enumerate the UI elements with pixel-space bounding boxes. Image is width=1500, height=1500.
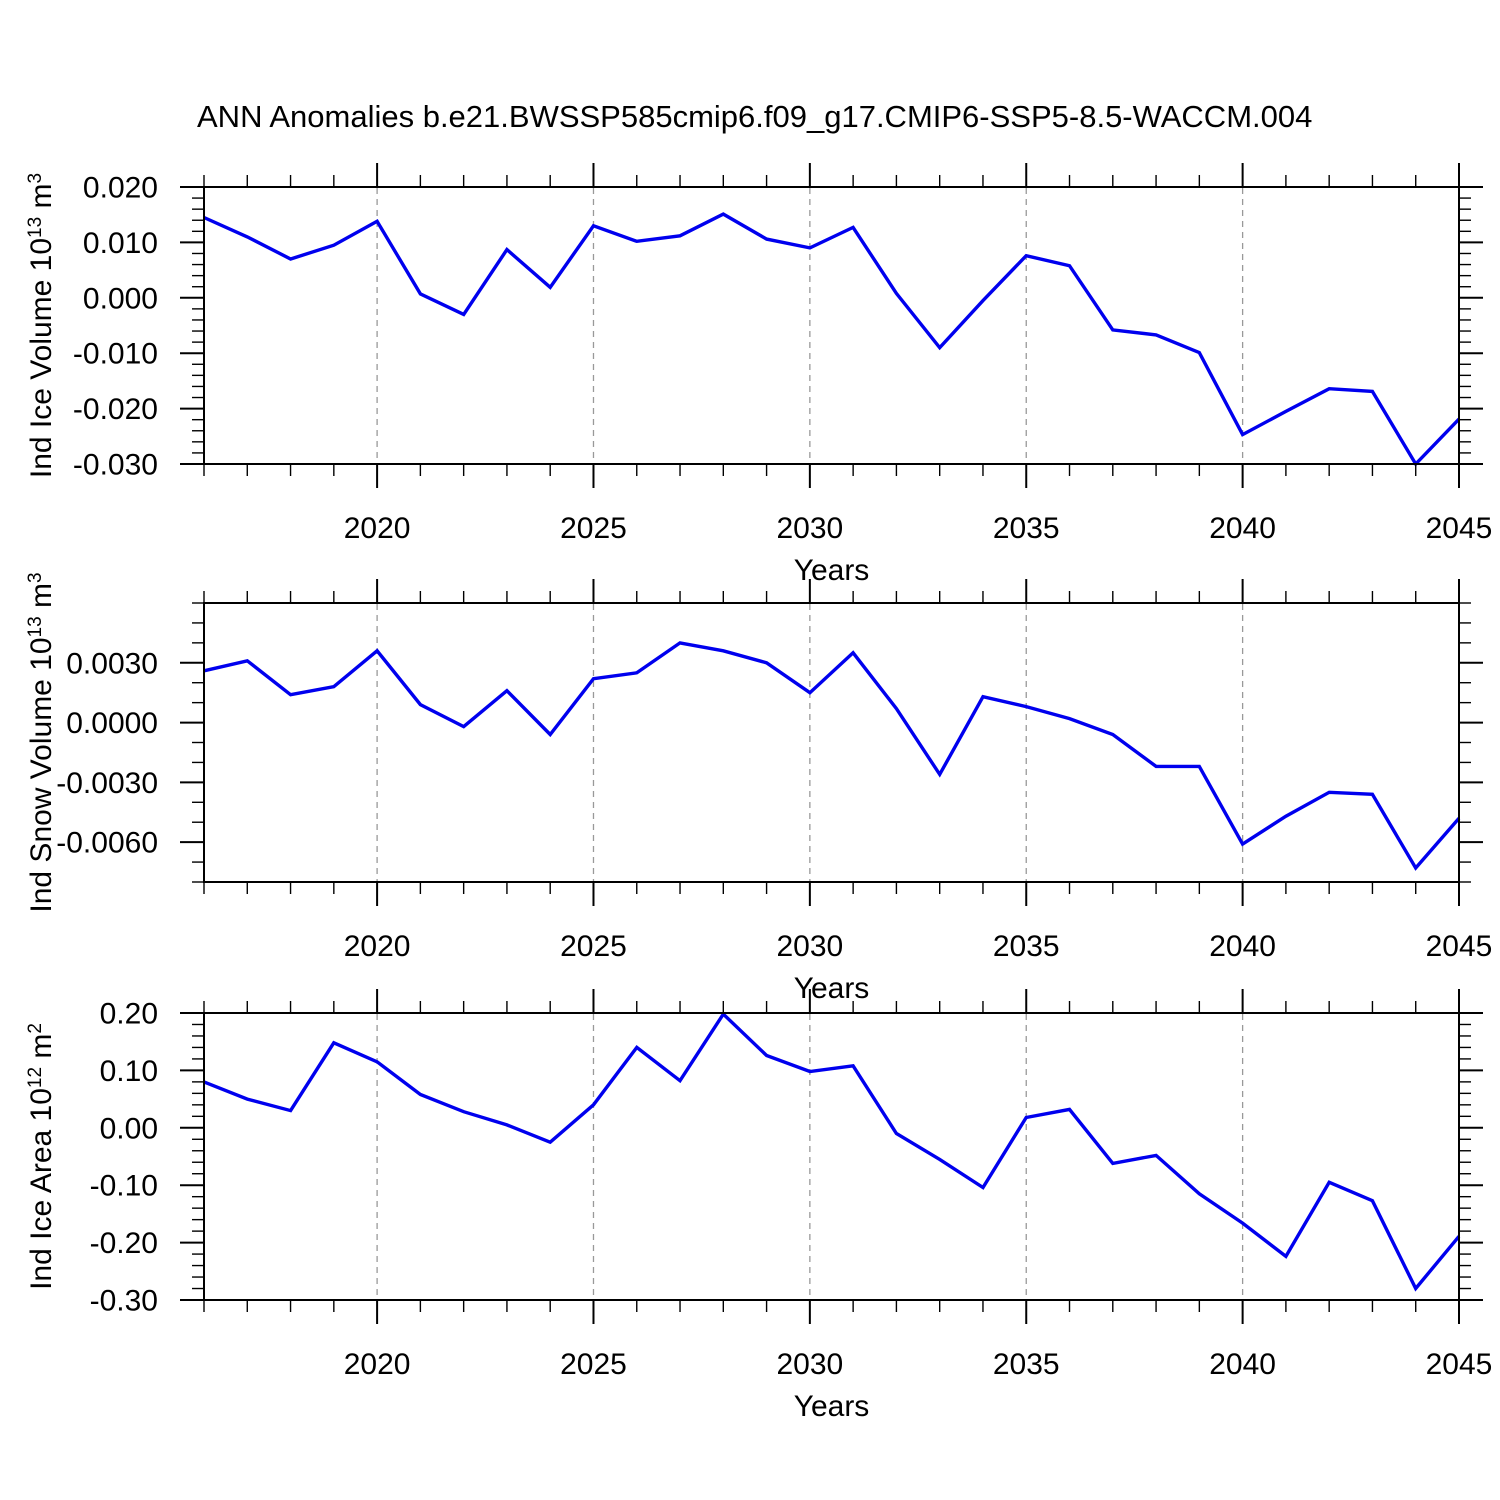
- x-tick-label: 2040: [1209, 1348, 1276, 1381]
- x-tick-label: 2030: [776, 930, 843, 963]
- y-tick-label: -0.30: [90, 1285, 158, 1318]
- y-tick-label: 0.000: [83, 282, 158, 315]
- y-tick-label: -0.20: [90, 1227, 158, 1260]
- x-tick-label: 2040: [1209, 930, 1276, 963]
- panel-1: 0.020 0.010 0.000 -0.010 -0.020 -0.030 2020 202…: [25, 163, 1492, 587]
- x-tick-label: 2035: [993, 512, 1060, 545]
- x-tick-label: 2035: [993, 930, 1060, 963]
- x-tick-label: 2020: [344, 512, 411, 545]
- data-line-1: [203, 212, 1461, 467]
- x-tick-label: 2045: [1426, 930, 1493, 963]
- panel-frame: [203, 1012, 1460, 1301]
- y-tick-label: 0.020: [83, 172, 158, 205]
- y-tick-label: 0.0000: [66, 707, 158, 740]
- x-tick-label: 2025: [560, 512, 627, 545]
- data-line-2: [203, 641, 1461, 871]
- chart-title: ANN Anomalies b.e21.BWSSP585cmip6.f09_g1…: [197, 99, 1313, 134]
- y-tick-label: -0.0060: [56, 827, 158, 860]
- y-tick-label: -0.020: [73, 393, 158, 426]
- panel-frame: [203, 186, 1460, 465]
- x-axis-title: Years: [794, 972, 870, 1005]
- y-tick-label: 0.20: [100, 998, 158, 1031]
- data-line-3: [203, 1011, 1461, 1292]
- y-tick-label: 0.010: [83, 227, 158, 260]
- x-axis-title: Years: [794, 1390, 870, 1423]
- x-tick-label: 2045: [1426, 512, 1493, 545]
- x-tick-label: 2045: [1426, 1348, 1493, 1381]
- y-tick-label: 0.10: [100, 1055, 158, 1088]
- y-tick-label: 0.00: [100, 1112, 158, 1145]
- x-tick-label: 2025: [560, 930, 627, 963]
- y-tick-label: 0.0030: [66, 647, 158, 680]
- panel-2: 0.0030 0.0000 -0.0030 -0.0060 2020 2025 2030 20…: [25, 572, 1492, 1005]
- x-tick-label: 2025: [560, 1348, 627, 1381]
- y-tick-label: -0.010: [73, 338, 158, 371]
- y-tick-label: -0.030: [73, 449, 158, 482]
- x-tick-label: 2030: [776, 512, 843, 545]
- x-tick-label: 2020: [344, 1348, 411, 1381]
- y-axis-title: Ind Snow Volume 1013 m3: [25, 572, 58, 912]
- y-axis-title: Ind Ice Area 1012 m2: [25, 1023, 58, 1290]
- x-tick-label: 2020: [344, 930, 411, 963]
- y-tick-label: -0.0030: [56, 767, 158, 800]
- panel-3: 0.20 0.10 0.00 -0.10 -0.20 -0.30 2020 2025 2030 2…: [25, 989, 1492, 1423]
- x-tick-label: 2035: [993, 1348, 1060, 1381]
- x-axis-title: Years: [794, 554, 870, 587]
- y-tick-label: -0.10: [90, 1170, 158, 1203]
- y-axis-title: Ind Ice Volume 1013 m3: [25, 173, 58, 478]
- x-tick-label: 2030: [776, 1348, 843, 1381]
- panel-frame: [203, 602, 1460, 883]
- x-tick-label: 2040: [1209, 512, 1276, 545]
